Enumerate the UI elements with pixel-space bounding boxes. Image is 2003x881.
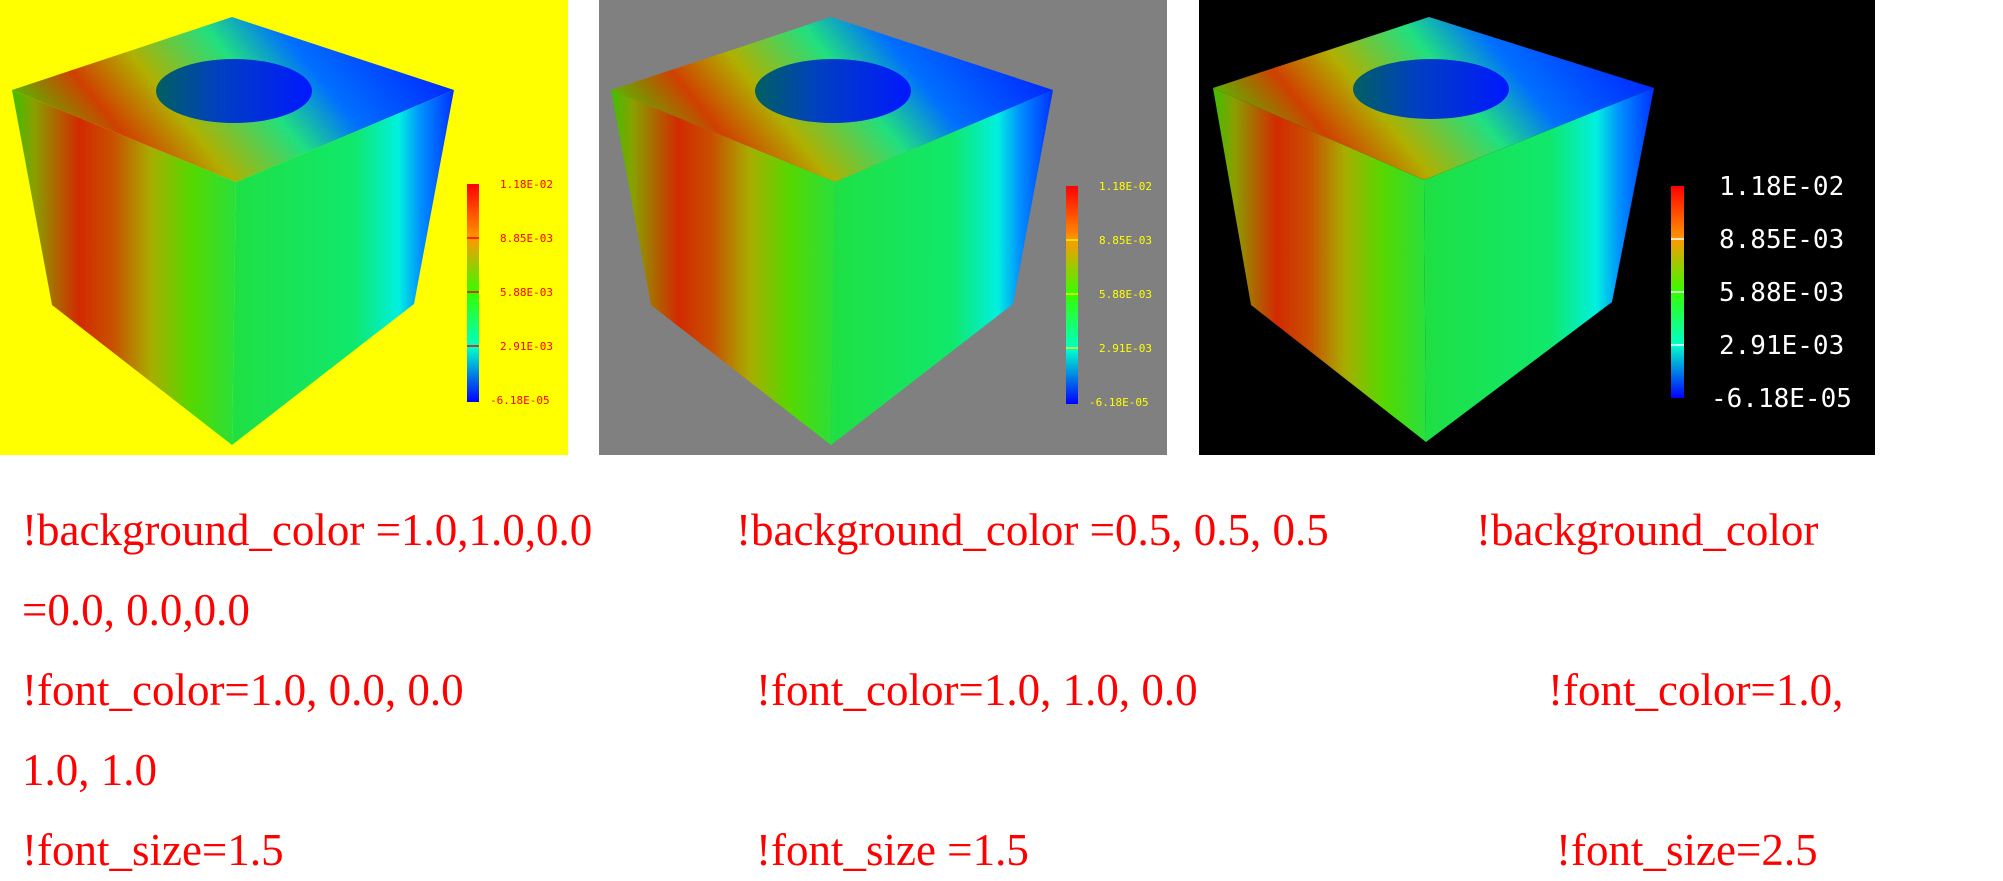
cube-hole xyxy=(1353,59,1509,119)
legend-label-3: 5.88E-03 xyxy=(500,286,553,299)
cube-front-face xyxy=(1213,88,1426,442)
legend-label-max: 1.18E-02 xyxy=(1099,180,1152,193)
legend-labels: 1.18E-02 8.85E-03 5.88E-03 2.91E-03 -6.1… xyxy=(1089,180,1152,409)
render-panel-yellow-background: 1.18E-02 8.85E-03 5.88E-03 2.91E-03 -6.1… xyxy=(0,0,568,455)
legend-label-min: -6.18E-05 xyxy=(490,394,550,407)
legend-label-2: 8.85E-03 xyxy=(1719,225,1844,255)
legend-labels: 1.18E-02 8.85E-03 5.88E-03 2.91E-03 -6.1… xyxy=(490,178,553,407)
render-panel-black-background: 1.18E-02 8.85E-03 5.88E-03 2.91E-03 -6.1… xyxy=(1199,0,1877,455)
caption-font-size-2: !font_size =1.5 xyxy=(756,825,1029,875)
caption-font-size-1: !font_size=1.5 xyxy=(22,825,284,875)
legend-label-max: 1.18E-02 xyxy=(500,178,553,191)
cube-render-1: 1.18E-02 8.85E-03 5.88E-03 2.91E-03 -6.1… xyxy=(0,0,568,455)
caption-background-color-3: !background_color xyxy=(1476,505,1819,555)
cube-hole xyxy=(755,59,911,123)
legend-label-2: 8.85E-03 xyxy=(1099,234,1152,247)
caption-font-color-3-continued: 1.0, 1.0 xyxy=(22,745,157,795)
cube-front-face xyxy=(611,90,835,445)
caption-background-color-3-continued: =0.0, 0.0,0.0 xyxy=(22,585,250,635)
cube-side-face xyxy=(232,90,454,445)
legend-label-3: 5.88E-03 xyxy=(1719,278,1844,308)
caption-font-size-3: !font_size=2.5 xyxy=(1556,825,1818,875)
legend-label-4: 2.91E-03 xyxy=(500,340,553,353)
cube-side-face xyxy=(1424,88,1654,442)
cube-side-face xyxy=(831,90,1053,445)
legend-colorbar xyxy=(1066,186,1078,404)
legend-labels: 1.18E-02 8.85E-03 5.88E-03 2.91E-03 -6.1… xyxy=(1711,172,1852,414)
caption-font-color-2: !font_color=1.0, 1.0, 0.0 xyxy=(756,665,1198,715)
cube-render-2: 1.18E-02 8.85E-03 5.88E-03 2.91E-03 -6.1… xyxy=(599,0,1167,455)
legend-label-4: 2.91E-03 xyxy=(1099,342,1152,355)
cube-render-3: 1.18E-02 8.85E-03 5.88E-03 2.91E-03 -6.1… xyxy=(1199,0,1877,455)
render-panel-gray-background: 1.18E-02 8.85E-03 5.88E-03 2.91E-03 -6.1… xyxy=(599,0,1167,455)
caption-background-color-1: !background_color =1.0,1.0,0.0 xyxy=(22,505,593,555)
legend-ticks xyxy=(1671,238,1684,346)
legend-ticks xyxy=(1066,239,1078,349)
legend-label-2: 8.85E-03 xyxy=(500,232,553,245)
caption-font-color-3: !font_color=1.0, xyxy=(1548,665,1844,715)
legend-label-min: -6.18E-05 xyxy=(1089,396,1149,409)
legend-label-3: 5.88E-03 xyxy=(1099,288,1152,301)
caption-background-color-2: !background_color =0.5, 0.5, 0.5 xyxy=(736,505,1329,555)
caption-font-color-1: !font_color=1.0, 0.0, 0.0 xyxy=(22,665,464,715)
legend-colorbar xyxy=(467,184,479,402)
cube-hole xyxy=(156,59,312,123)
legend-label-4: 2.91E-03 xyxy=(1719,331,1844,361)
cube-front-face xyxy=(12,90,236,445)
legend-label-min: -6.18E-05 xyxy=(1711,384,1852,414)
legend-label-max: 1.18E-02 xyxy=(1719,172,1844,202)
legend-ticks xyxy=(467,237,479,347)
panel-3-right-whitespace xyxy=(1876,0,2003,455)
